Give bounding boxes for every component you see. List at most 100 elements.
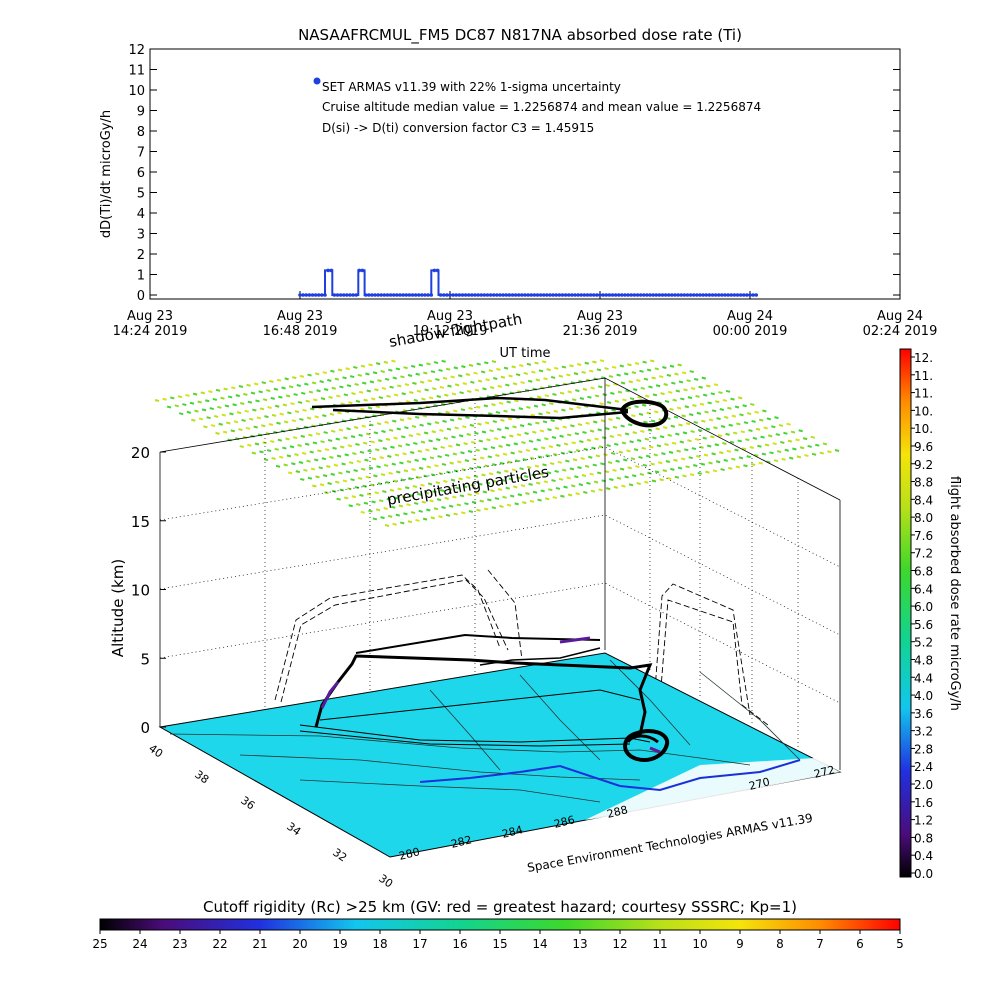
dose-rate-point xyxy=(491,293,496,297)
particle-dash xyxy=(250,391,256,395)
particle-dash xyxy=(532,490,538,494)
particle-dash xyxy=(435,378,440,382)
particle-dash xyxy=(323,431,328,435)
particle-dash xyxy=(308,390,314,394)
particle-dash xyxy=(317,449,322,453)
rigidity-colorbar-tick-label: 8 xyxy=(776,937,784,951)
particle-dash xyxy=(562,468,567,472)
particle-dash xyxy=(495,410,501,414)
particle-dash xyxy=(749,446,755,449)
particle-dash xyxy=(534,464,540,468)
particle-dash xyxy=(490,489,495,493)
particle-dash xyxy=(677,363,682,367)
rigidity-colorbar-tick-label: 7 xyxy=(816,937,824,951)
particle-dash xyxy=(706,384,711,388)
particle-dash xyxy=(513,485,518,489)
particle-dash xyxy=(700,462,706,466)
particle-dash xyxy=(285,437,290,441)
particle-dash xyxy=(610,391,615,395)
particle-dash xyxy=(606,444,611,448)
particle-dash xyxy=(269,379,274,383)
particle-dash xyxy=(685,422,691,426)
dose-rate-point xyxy=(726,293,730,297)
particle-dash xyxy=(511,365,516,369)
particle-dash xyxy=(194,409,199,413)
particle-dash xyxy=(256,416,262,420)
particle-dash xyxy=(769,451,774,455)
particle-dash xyxy=(553,409,559,413)
particle-dash xyxy=(370,397,376,401)
particle-dash xyxy=(355,399,361,403)
particle-dash xyxy=(435,438,441,442)
particle-dash xyxy=(690,430,695,434)
dose-rate-point xyxy=(501,293,505,297)
particle-dash xyxy=(644,437,650,441)
dose-rate-point xyxy=(623,293,627,297)
particle-dash xyxy=(767,434,773,438)
dose-rate-point xyxy=(710,293,715,297)
particle-dash xyxy=(381,386,387,390)
dose-colorbar-tick-label: 5.2 xyxy=(914,636,933,650)
particle-dash xyxy=(393,436,398,440)
particle-dash xyxy=(266,389,271,393)
particle-dash xyxy=(550,419,555,422)
particle-dash xyxy=(515,373,521,377)
dose-rate-point xyxy=(663,293,668,297)
top-x-tick-label-date: Aug 24 xyxy=(727,309,773,324)
particle-dash xyxy=(245,426,251,430)
longitude-axis: 280 282 284 286 288 270 272 xyxy=(398,763,837,863)
particle-dash xyxy=(582,387,588,391)
dose-rate-point xyxy=(554,293,559,297)
particle-dash xyxy=(367,406,373,410)
particle-dash xyxy=(604,367,609,371)
particle-dash xyxy=(500,478,506,482)
particle-dash xyxy=(371,457,377,461)
particle-dash xyxy=(322,371,328,375)
dose-rate-point xyxy=(679,293,684,297)
particle-dash xyxy=(423,371,428,375)
particle-dash xyxy=(654,367,659,371)
particle-dash xyxy=(480,370,486,374)
particle-dash xyxy=(594,437,599,441)
particle-dash xyxy=(596,471,602,475)
particle-dash xyxy=(464,502,469,506)
particle-dash xyxy=(728,423,733,427)
particle-dash xyxy=(710,435,715,439)
particle-dash xyxy=(773,459,779,463)
particle-dash xyxy=(253,382,259,386)
particle-dash xyxy=(387,454,392,458)
particle-dash xyxy=(651,479,657,483)
dose-rate-point xyxy=(398,293,402,297)
particle-dash xyxy=(623,458,628,462)
particle-dash xyxy=(496,367,501,371)
particle-dash xyxy=(358,390,364,394)
particle-dash xyxy=(804,454,809,458)
particle-dash xyxy=(552,392,557,396)
particle-dash xyxy=(570,424,575,428)
dose-rate-point xyxy=(345,293,349,297)
particle-dash xyxy=(675,389,681,393)
dose-rate-point xyxy=(441,293,446,297)
particle-dash xyxy=(407,374,413,377)
particle-dash xyxy=(419,380,425,384)
particle-dash xyxy=(641,446,646,450)
particle-dash xyxy=(719,408,724,412)
dose-rate-point xyxy=(735,293,740,297)
dose-colorbar-tick-label: 8.0 xyxy=(914,511,933,525)
particle-dash xyxy=(464,459,470,463)
dose-rate-point xyxy=(376,293,380,297)
particle-dash xyxy=(558,374,563,378)
particle-dash xyxy=(438,472,444,476)
particle-dash xyxy=(807,444,812,448)
particle-dash xyxy=(412,381,417,385)
dose-rate-point xyxy=(691,293,696,297)
particle-dash xyxy=(368,509,373,513)
longitude-tick-label: 282 xyxy=(450,833,474,851)
particle-dash xyxy=(386,394,391,398)
particle-dash xyxy=(388,368,393,372)
particle-dash xyxy=(688,456,693,460)
particle-dash xyxy=(394,453,400,457)
particle-dash xyxy=(673,458,678,462)
particle-dash xyxy=(563,485,568,489)
